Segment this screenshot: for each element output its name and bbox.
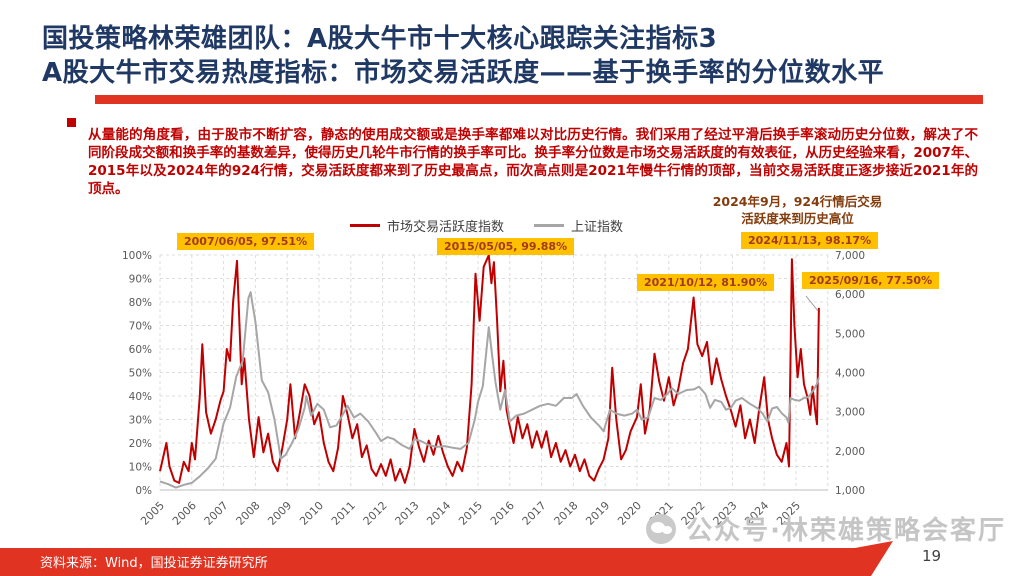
x-axis-tick: 2020 xyxy=(615,499,644,528)
x-axis-tick: 2011 xyxy=(329,499,358,528)
y-axis-right-tick: 1,000 xyxy=(835,485,865,497)
chart-note-line2: 活跃度来到历史高位 xyxy=(741,210,854,226)
x-axis-tick: 2017 xyxy=(520,499,549,528)
y-axis-left-tick: 100% xyxy=(122,250,152,262)
summary-paragraph: 从量能的角度看，由于股市不断扩容，静态的使用成交额或是换手率都难以对比历史行情。… xyxy=(88,126,978,197)
chart-note-line1: 2024年9月，924行情后交易 xyxy=(712,194,883,209)
x-axis-tick: 2015 xyxy=(456,499,485,528)
callout-2007: 2007/06/05, 97.51% xyxy=(177,233,315,250)
callout-leader-line xyxy=(805,295,819,312)
legend-label: 上证指数 xyxy=(571,220,624,235)
footer-red-ribbon xyxy=(0,541,893,576)
y-axis-right-tick: 3,000 xyxy=(835,407,865,419)
y-axis-left-tick: 0% xyxy=(135,485,152,497)
x-axis-tick: 2013 xyxy=(393,499,422,528)
x-axis-tick: 2005 xyxy=(138,499,167,528)
x-axis-tick: 2019 xyxy=(583,499,612,528)
chart-legend: 市场交易活跃度指数 上证指数 xyxy=(350,216,623,235)
y-axis-left-tick: 30% xyxy=(129,415,152,427)
bullet-square-icon xyxy=(67,118,76,127)
watermark: 公众号·林荣雄策略会客厅 xyxy=(646,510,1006,547)
y-axis-left-tick: 10% xyxy=(129,462,152,474)
x-axis-tick: 2007 xyxy=(202,499,231,528)
y-axis-left-tick: 80% xyxy=(129,297,152,309)
legend-line-swatch xyxy=(534,224,565,227)
y-axis-right-tick: 7,000 xyxy=(835,250,865,262)
y-axis-right-tick: 5,000 xyxy=(835,328,865,340)
page-title-line2: A股大牛市交易热度指标：市场交易活跃度——基于换手率的分位数水平 xyxy=(42,58,885,88)
callout-2015: 2015/05/05, 99.88% xyxy=(437,238,575,255)
callout-2025: 2025/09/16, 77.50% xyxy=(802,272,940,289)
x-axis-tick: 2006 xyxy=(170,499,199,528)
y-axis-left-tick: 70% xyxy=(129,321,152,333)
y-axis-right-tick: 2,000 xyxy=(835,446,865,458)
watermark-text: 公众号·林荣雄策略会客厅 xyxy=(686,516,1006,546)
page-number: 19 xyxy=(922,547,942,565)
x-axis-tick: 2008 xyxy=(234,499,263,528)
y-axis-left-tick: 60% xyxy=(129,344,152,356)
y-axis-left-tick: 50% xyxy=(129,368,152,380)
x-axis-tick: 2012 xyxy=(361,499,390,528)
x-axis-tick: 2009 xyxy=(265,499,294,528)
data-source-text: 资料来源：Wind，国投证券证券研究所 xyxy=(40,556,268,571)
chart-note: 2024年9月，924行情后交易 活跃度来到历史高位 xyxy=(700,194,895,228)
y-axis-left-tick: 40% xyxy=(129,391,152,403)
legend-label: 市场交易活跃度指数 xyxy=(387,220,505,235)
y-axis-left-tick: 90% xyxy=(129,274,152,286)
legend-item-1: 上证指数 xyxy=(534,216,623,235)
y-axis-left-tick: 20% xyxy=(129,438,152,450)
footer-band xyxy=(0,541,893,576)
callout-2021: 2021/10/12, 81.90% xyxy=(637,274,775,291)
wechat-icon xyxy=(646,513,677,544)
x-axis-tick: 2018 xyxy=(552,499,581,528)
callout-2024: 2024/11/13, 98.17% xyxy=(741,232,879,249)
x-axis-tick: 2014 xyxy=(424,499,453,528)
page-title: 国投策略林荣雄团队：A股大牛市十大核心跟踪关注指标3 A股大牛市交易热度指标：市… xyxy=(42,22,992,90)
page-title-line1: 国投策略林荣雄团队：A股大牛市十大核心跟踪关注指标3 xyxy=(42,24,718,54)
sse-index-line xyxy=(159,291,820,489)
legend-item-0: 市场交易活跃度指数 xyxy=(350,216,504,235)
x-axis-tick: 2010 xyxy=(297,499,326,528)
y-axis-right-tick: 6,000 xyxy=(835,289,865,301)
x-axis-tick: 2016 xyxy=(488,499,517,528)
legend-line-swatch xyxy=(350,224,380,227)
activity-index-line xyxy=(159,254,820,484)
y-axis-right-tick: 4,000 xyxy=(835,368,865,380)
title-underline-bar xyxy=(95,95,983,104)
